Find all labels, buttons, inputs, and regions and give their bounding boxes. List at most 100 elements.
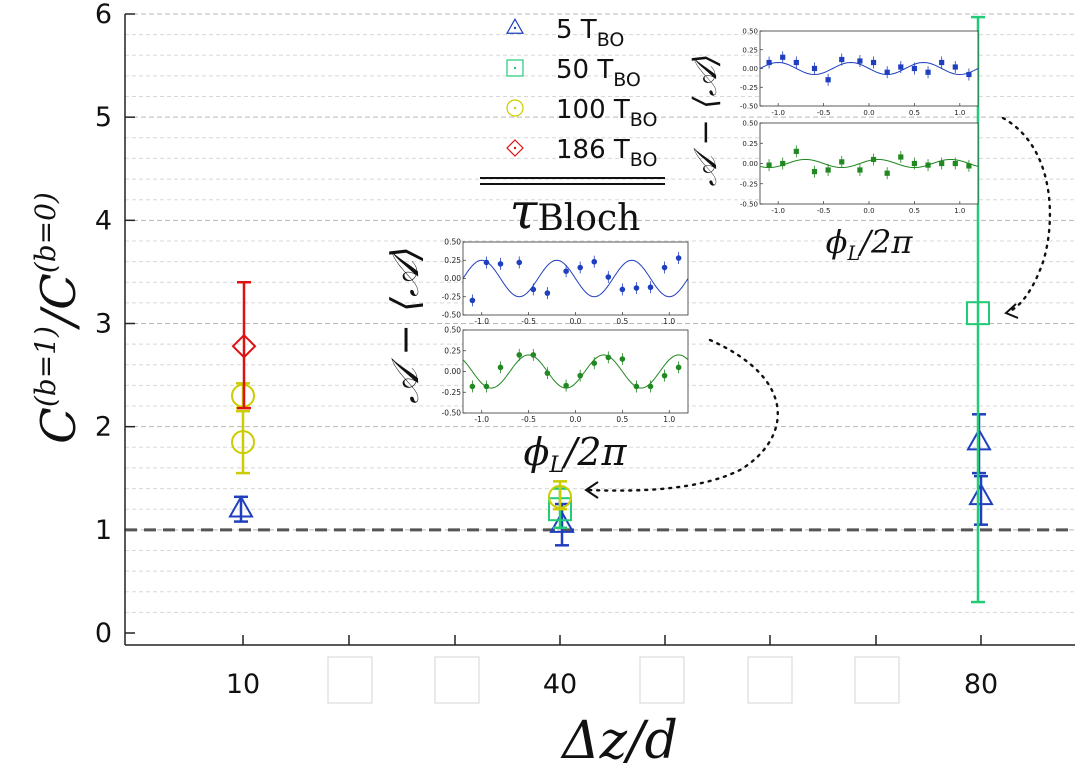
inset-data-point <box>952 160 958 167</box>
inset-x-axis-label-tail: /2π <box>857 223 913 261</box>
inset-data-point <box>780 160 786 167</box>
inset-data-point <box>811 65 818 72</box>
inset-x-tick-label: -0.5 <box>521 415 536 424</box>
inset-x-tick-label: 0.5 <box>909 109 920 117</box>
inset-data-point <box>966 163 972 169</box>
legend-entry-sub: BO <box>630 149 658 171</box>
inset-data-point <box>857 167 863 173</box>
inset-y-tick-label: 0.50 <box>742 28 758 36</box>
inset-data-point <box>661 264 668 271</box>
inset-data-point <box>647 383 654 390</box>
y-axis-label-text: C(b=1)/C(b=0) <box>29 192 87 444</box>
inset-y-axis-label-text: 𝒜 − ⟨𝒜⟩ <box>686 54 724 187</box>
inset-data-point <box>952 64 958 70</box>
inset-data-point <box>516 259 523 266</box>
inset-panel: 0.50 0.25 0.00 -0.25 -0.50 -1.0 -0.5 0.0 0.5 1.0 <box>740 120 979 215</box>
inset-data-point <box>870 156 877 163</box>
inset-y-tick-label: 0.00 <box>742 65 758 73</box>
inset-y-tick-label: -0.25 <box>740 84 758 92</box>
inset-x-tick-label: 0.5 <box>616 415 628 424</box>
inset-y-tick-label: 0.25 <box>444 256 461 265</box>
inset-data-point <box>766 59 772 66</box>
x-tick-label: 10 <box>226 669 260 700</box>
inset-x-tick-label: 1.0 <box>663 317 675 326</box>
inset-y-tick-label: 0.50 <box>444 326 461 335</box>
inset-x-axis-label: ϕL/2π <box>826 223 914 265</box>
inset-x-tick-label: -1.0 <box>771 207 785 215</box>
inset-x-tick-label: 0.0 <box>863 207 874 215</box>
inset-panel-frame <box>759 122 979 205</box>
legend-marker-diamond <box>506 139 524 157</box>
inset-data-point <box>544 370 551 376</box>
legend-marker-dot <box>513 106 517 110</box>
data-marker-circle <box>231 430 255 455</box>
inset-data-point <box>577 264 583 271</box>
legend-entry-sub: BO <box>597 29 625 51</box>
inset-data-point <box>825 77 831 83</box>
legend-entry-label: 5 TBO <box>556 15 624 51</box>
y-tick-label: 4 <box>95 205 112 236</box>
inset-x-axis-label-sub: L <box>846 242 860 265</box>
inset-x-tick-label: -0.5 <box>817 207 831 215</box>
inset-data-point <box>591 360 598 367</box>
y-axis-label-part: (b=1) <box>29 326 62 407</box>
inset-y-tick-label: -0.50 <box>442 409 462 418</box>
inset-data-point <box>633 383 640 390</box>
legend-entry-name: 186 T <box>556 135 630 165</box>
legend-entry-label: 50 TBO <box>556 55 641 91</box>
inset-data-point <box>884 69 890 75</box>
legend-footer-sub: Bloch <box>537 198 640 239</box>
inset-x-tick-label: -1.0 <box>474 415 489 424</box>
inset-y-tick-label: 0.25 <box>742 140 758 148</box>
x-axis-label: Δz/d <box>560 711 678 771</box>
inset-data-point <box>675 255 682 261</box>
inset-data-point <box>577 372 583 379</box>
inset-panel: 0.50 0.25 0.00 -0.25 -0.50 -1.0 -0.5 0.0 0.5 1.0 <box>442 238 689 326</box>
pointer-arrow-middle <box>586 338 779 492</box>
x-tick-placeholder-box <box>854 656 900 704</box>
inset-data-point <box>563 268 569 275</box>
data-marker-triangle <box>968 482 994 506</box>
inset-data-point <box>898 154 904 160</box>
data-point-0-0 <box>228 495 254 523</box>
inset-data-point <box>811 169 818 175</box>
legend-entry-sub: BO <box>613 69 641 91</box>
inset-x-tick-label: 0.5 <box>616 317 628 326</box>
inset-data-point <box>766 162 772 168</box>
legend-entry-sub: BO <box>630 109 658 131</box>
legend-marker-dot <box>513 146 517 150</box>
inset-data-point <box>857 58 863 64</box>
inset-y-axis-label: 𝒜 − ⟨𝒜⟩ <box>383 246 427 404</box>
data-point-3-0 <box>231 280 257 410</box>
inset-x-tick-label: -1.0 <box>474 317 489 326</box>
y-tick-label: 2 <box>95 412 112 443</box>
inset-data-point <box>516 352 523 358</box>
inset-data-point <box>483 259 490 266</box>
pointer-arrowhead-middle <box>584 481 599 499</box>
inset-middle: 0.500.250.00-0.25-0.50-1.0 -0.5 0.0 0.5 1.00… <box>383 238 689 478</box>
inset-x-tick-label: -0.5 <box>521 317 536 326</box>
inset-y-axis-label: 𝒜 − ⟨𝒜⟩ <box>686 54 724 187</box>
inset-data-point <box>780 54 786 60</box>
inset-y-tick-label: 0.00 <box>444 274 461 283</box>
inset-x-axis-label-tail: /2π <box>561 430 628 474</box>
inset-data-point <box>793 148 799 154</box>
inset-y-tick-label: -0.25 <box>740 180 758 188</box>
y-axis-label-part: C <box>31 407 87 444</box>
inset-data-point <box>661 372 668 379</box>
inset-data-point <box>911 65 918 72</box>
inset-data-point <box>591 258 598 265</box>
legend-footer: τBloch <box>510 182 641 240</box>
y-tick-label: 5 <box>95 102 112 133</box>
inset-data-point <box>483 383 490 390</box>
inset-data-point <box>884 170 890 176</box>
inset-data-point <box>469 297 476 304</box>
x-tick-placeholder-box <box>747 656 793 704</box>
inset-x-tick-label: 1.0 <box>954 109 965 117</box>
inset-y-tick-label: 0.50 <box>742 120 758 128</box>
inset-data-point <box>605 274 612 280</box>
inset-data-point <box>563 382 569 389</box>
